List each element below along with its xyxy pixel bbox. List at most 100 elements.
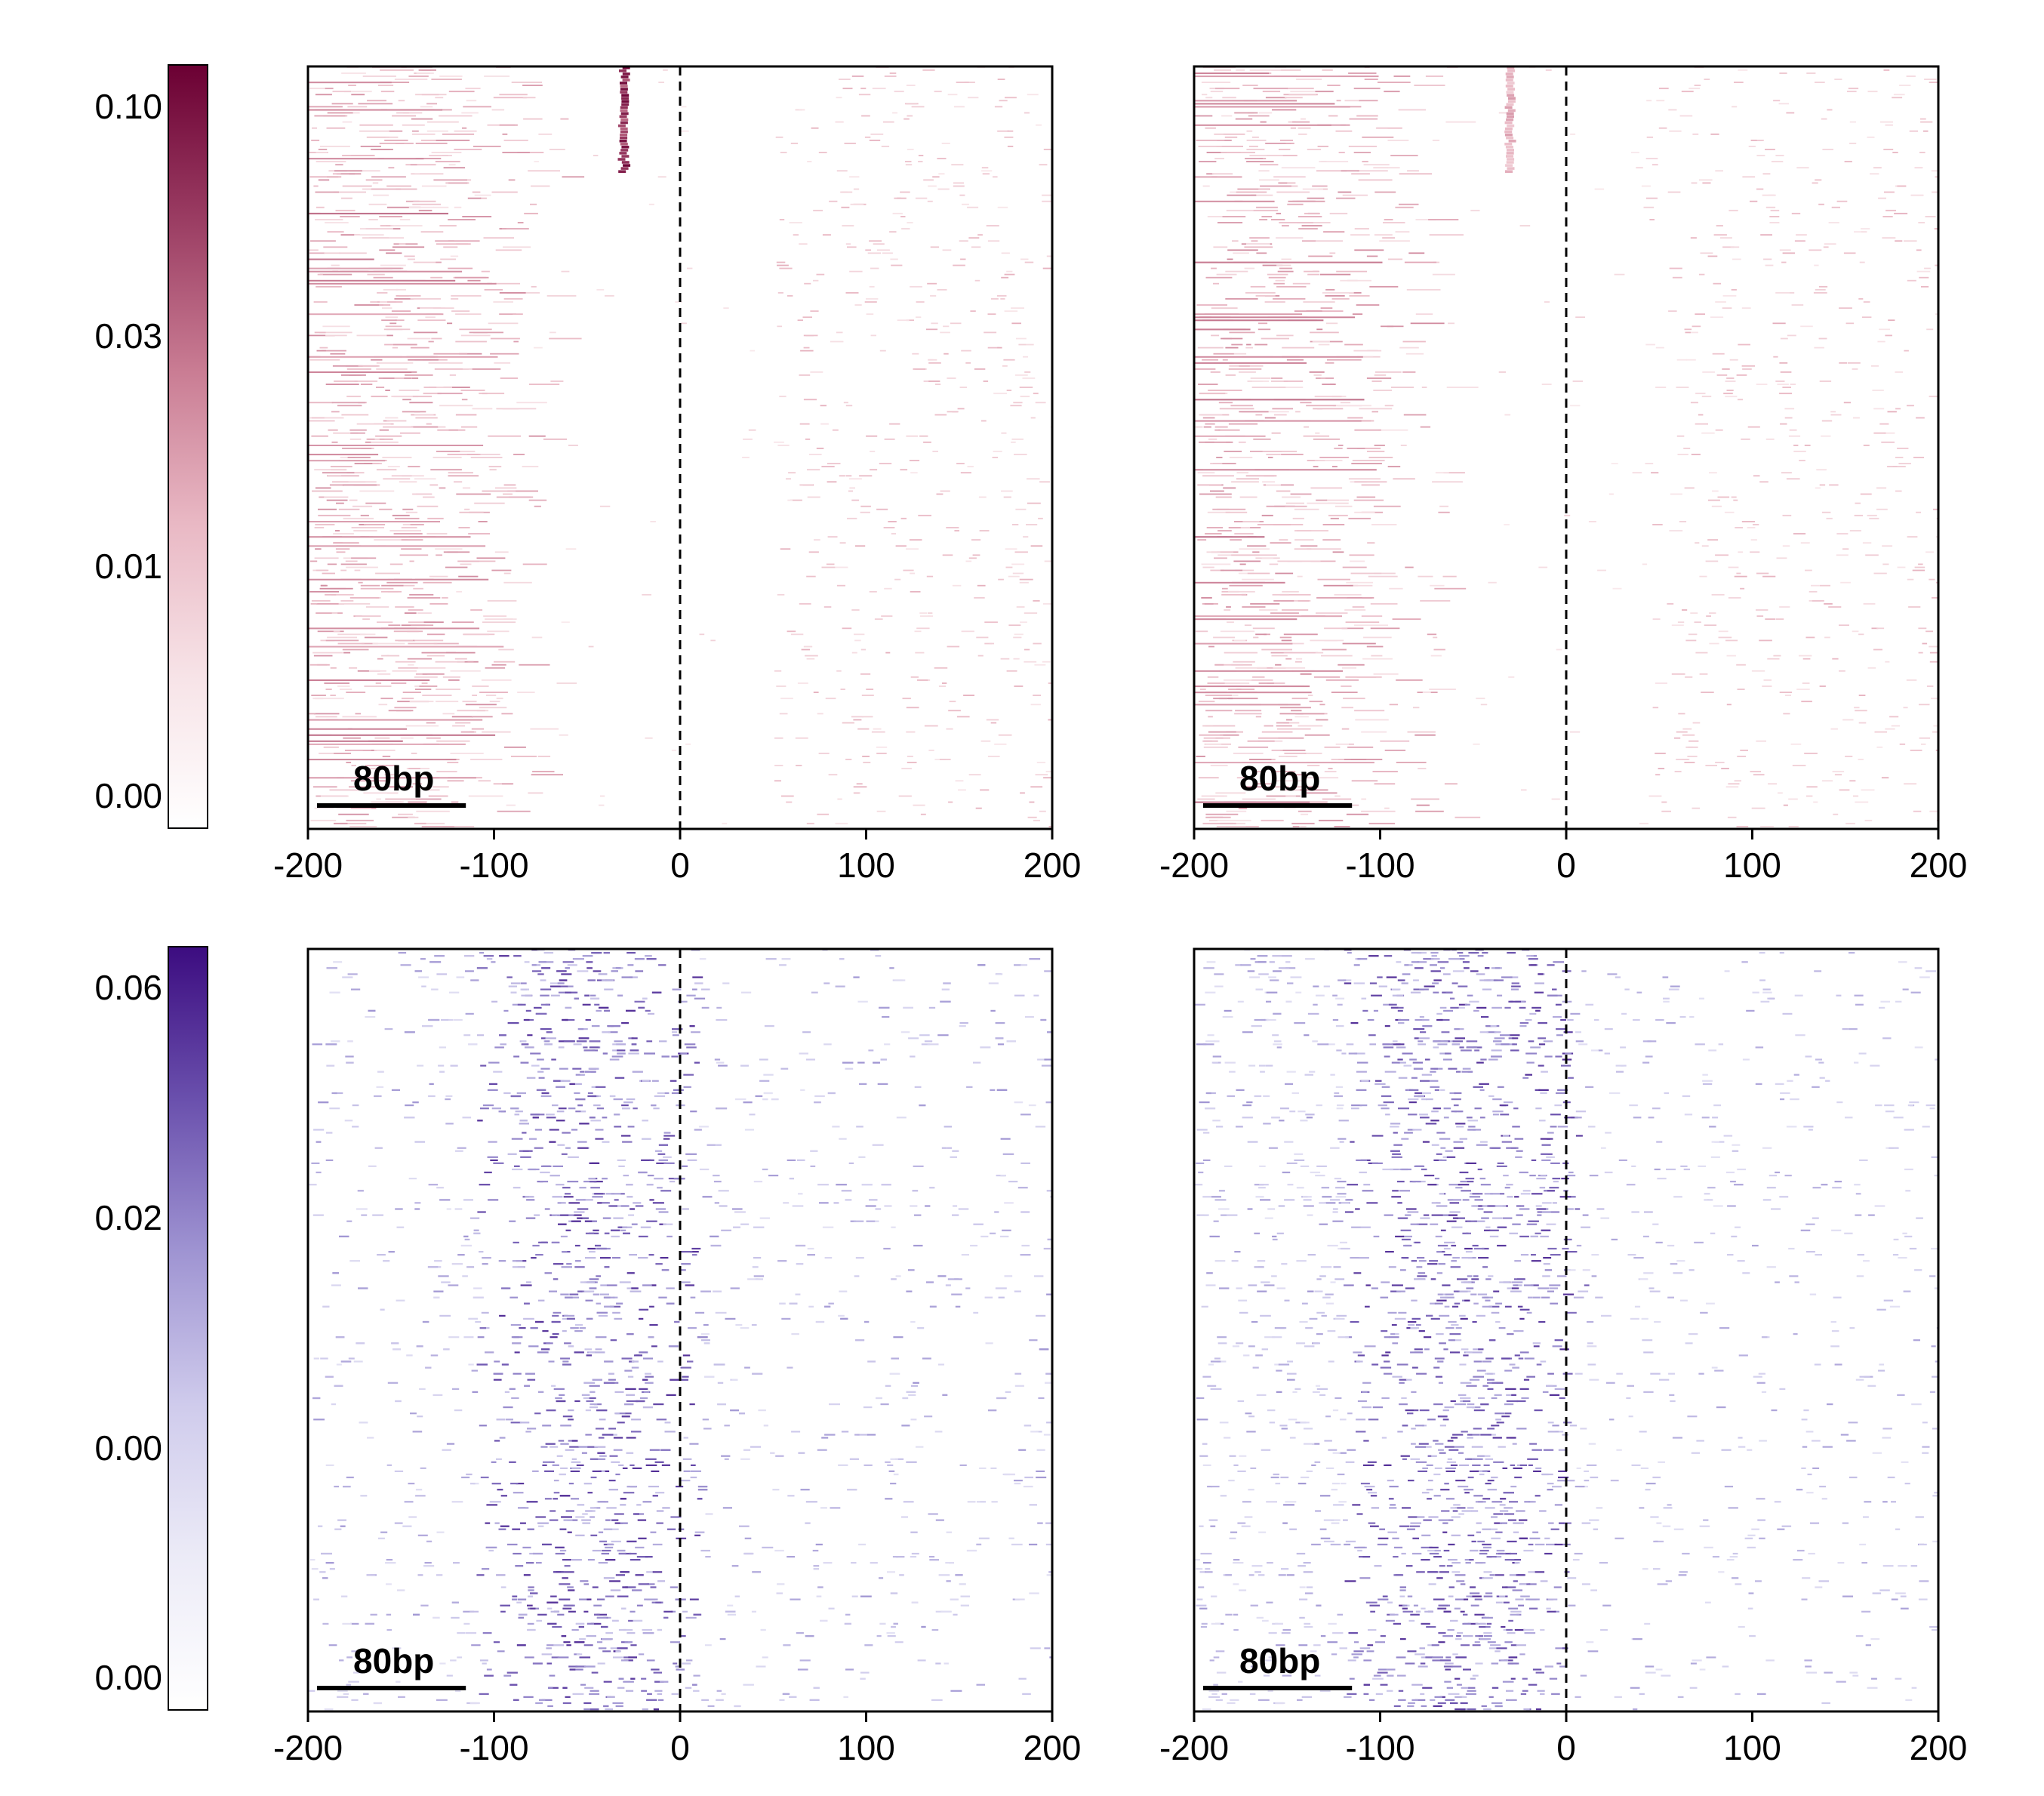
heatmap-cell <box>968 237 980 239</box>
heatmap-cell <box>906 85 916 86</box>
heatmap-cell <box>568 445 578 446</box>
heatmap-cell <box>1341 728 1350 730</box>
heatmap-cell <box>910 285 922 288</box>
heatmap-cell <box>934 667 948 669</box>
heatmap-cell <box>1208 438 1217 440</box>
heatmap-cell <box>1288 121 1296 123</box>
heatmap-cell <box>342 448 372 449</box>
heatmap-cell <box>360 384 373 385</box>
heatmap-cell <box>1782 545 1790 547</box>
heatmap-cell <box>1882 563 1889 565</box>
heatmap-cell <box>836 97 842 99</box>
heatmap-cell <box>1286 719 1293 721</box>
heatmap-cell <box>808 1305 814 1308</box>
heatmap-cell <box>1271 380 1288 382</box>
heatmap-cell <box>430 276 443 279</box>
heatmap-cell <box>564 1342 571 1345</box>
heatmap-cell <box>599 804 605 806</box>
heatmap-cell <box>375 682 382 684</box>
heatmap-cell <box>938 173 945 175</box>
heatmap-cell <box>442 133 475 135</box>
heatmap-cell <box>1338 152 1345 153</box>
heatmap-cell <box>1712 490 1719 492</box>
heatmap-cell <box>1229 331 1255 334</box>
heatmap-cell <box>740 1458 750 1460</box>
heatmap-cell <box>695 1311 705 1314</box>
heatmap-cell <box>489 701 500 703</box>
heatmap-cell <box>1701 396 1712 398</box>
heatmap-cell <box>1737 756 1747 757</box>
heatmap-cell <box>984 1296 993 1298</box>
heatmap-cell <box>1014 994 1025 997</box>
heatmap-cell <box>1734 780 1741 782</box>
heatmap-cell <box>1018 1677 1027 1680</box>
heatmap-cell <box>1350 234 1370 236</box>
heatmap-cell <box>670 1080 677 1082</box>
heatmap-cell <box>308 212 448 214</box>
heatmap-cell <box>399 481 417 483</box>
heatmap-cell <box>1734 82 1744 83</box>
heatmap-cell <box>335 548 350 550</box>
heatmap-cell <box>435 161 460 162</box>
heatmap-cell <box>1224 682 1250 684</box>
heatmap-cell <box>999 1235 1009 1237</box>
heatmap-cell <box>448 1336 460 1339</box>
heatmap-cell <box>500 1586 506 1588</box>
heatmap-cell <box>955 780 964 782</box>
heatmap-cell <box>504 1391 509 1393</box>
heatmap-cell <box>565 1229 571 1231</box>
heatmap-cell <box>563 1196 574 1198</box>
heatmap-cell <box>435 240 454 242</box>
heatmap-cell <box>690 1476 697 1479</box>
heatmap-cell <box>858 1543 867 1545</box>
heatmap-cell <box>626 952 636 954</box>
heatmap-cell <box>318 179 330 181</box>
heatmap-cell <box>499 292 526 294</box>
heatmap-cell <box>1329 212 1348 214</box>
heatmap-cell <box>1357 676 1382 678</box>
heatmap-cell <box>608 1489 618 1491</box>
heatmap-cell <box>572 1559 582 1561</box>
heatmap-cell <box>433 307 454 309</box>
colorbar-purple: 0.06 0.02 0.00 0.00 <box>94 946 208 1711</box>
heatmap-cell <box>1325 295 1345 297</box>
heatmap-cell <box>1004 1202 1014 1204</box>
heatmap-cell <box>619 69 626 72</box>
heatmap-cell <box>1433 648 1445 651</box>
heatmap-cell <box>614 1077 625 1079</box>
heatmap-cell <box>567 1586 574 1588</box>
heatmap-cell <box>563 1604 574 1607</box>
heatmap-cell <box>650 1531 657 1533</box>
heatmap-cell <box>906 731 916 733</box>
heatmap-cell <box>974 279 980 282</box>
heatmap-cell <box>362 75 396 77</box>
heatmap-cell <box>991 1501 998 1503</box>
heatmap-cell <box>308 679 430 681</box>
heatmap-cell <box>721 1229 731 1231</box>
heatmap-cell <box>522 1546 531 1548</box>
heatmap-cell <box>612 1311 620 1314</box>
heatmap-cell <box>465 1632 477 1634</box>
heatmap-cell <box>1351 173 1370 175</box>
heatmap-cell <box>1319 161 1349 162</box>
heatmap-cell <box>1300 545 1318 547</box>
heatmap-cell <box>953 185 965 187</box>
heatmap-cell <box>521 1040 527 1043</box>
heatmap-cell <box>1777 384 1789 385</box>
heatmap-cell <box>529 1168 540 1171</box>
heatmap-cell <box>350 432 365 434</box>
heatmap-cell <box>538 1077 545 1079</box>
heatmap-cell <box>937 1034 949 1037</box>
heatmap-cell <box>1498 112 1509 114</box>
heatmap-cell <box>1433 636 1438 639</box>
heatmap-cell <box>648 203 654 205</box>
heatmap-cell <box>579 1656 591 1659</box>
heatmap-cell <box>319 347 328 349</box>
heatmap-cell <box>828 1607 835 1610</box>
heatmap-cell <box>340 689 352 690</box>
heatmap-cell <box>683 1086 691 1088</box>
heatmap-cell <box>1267 273 1288 276</box>
heatmap-cell <box>1356 115 1378 117</box>
heatmap-cell <box>592 1196 603 1198</box>
heatmap-cell <box>654 1690 663 1692</box>
